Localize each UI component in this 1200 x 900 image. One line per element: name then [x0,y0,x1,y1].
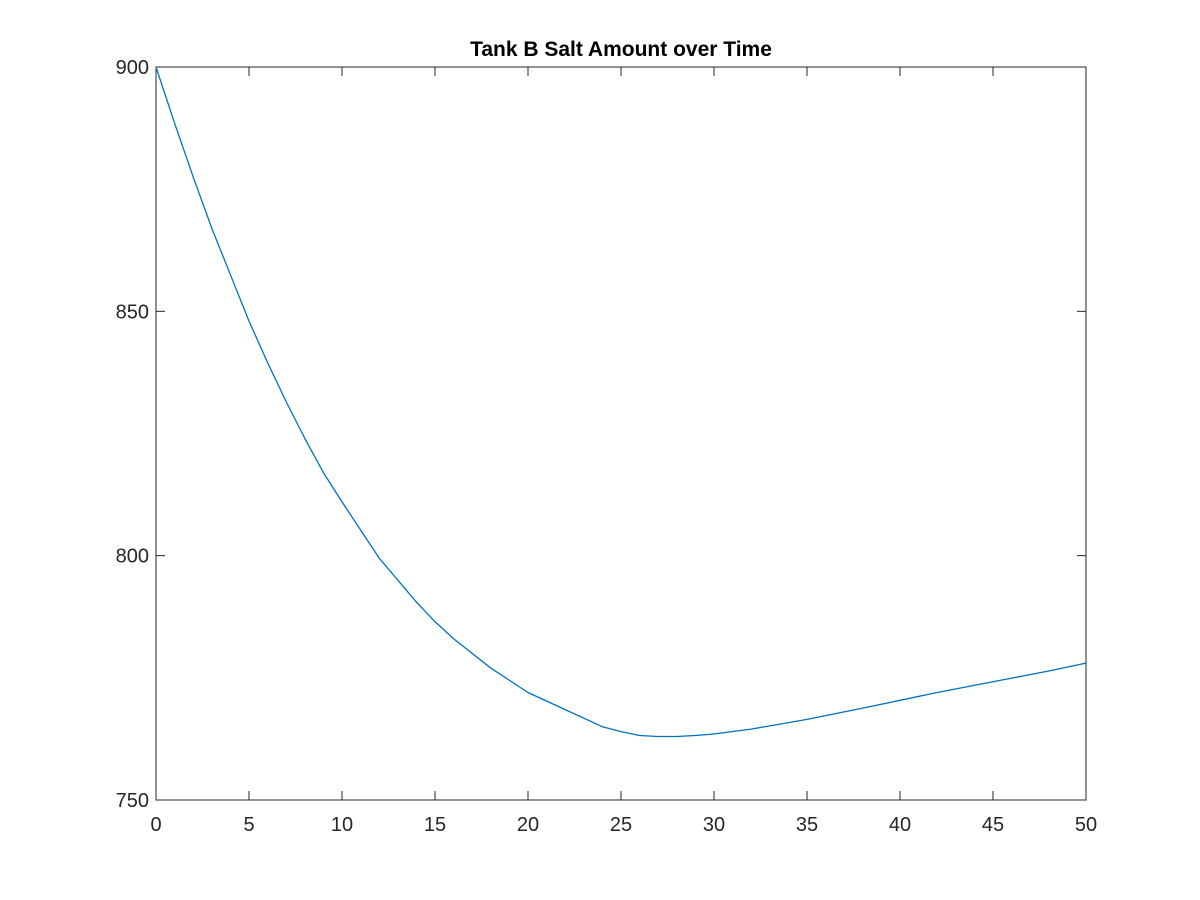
x-tick-label: 0 [150,814,161,836]
y-tick-label: 850 [116,301,149,323]
x-tick-label: 30 [703,814,725,836]
x-tick-label: 5 [243,814,254,836]
series-layer [155,66,1087,738]
y-tick-label: 800 [116,546,149,568]
x-tick-label: 40 [889,814,911,836]
y-tick-label: 900 [116,57,149,79]
x-tick-label: 25 [610,814,632,836]
plot-area [155,66,1087,801]
y-tick-label: 750 [116,790,149,812]
x-tick-label: 35 [796,814,818,836]
y-axis-ticks: 750 800 850 900 [116,57,1086,812]
x-axis-ticks: 0 5 10 15 20 25 30 35 40 45 50 [150,67,1097,836]
series-line [155,66,1087,738]
x-tick-label: 45 [982,814,1004,836]
x-tick-label: 15 [424,814,446,836]
x-tick-label: 20 [517,814,539,836]
x-tick-label: 10 [331,814,353,836]
chart-title: Tank B Salt Amount over Time [470,38,772,61]
x-tick-label: 50 [1075,814,1097,836]
